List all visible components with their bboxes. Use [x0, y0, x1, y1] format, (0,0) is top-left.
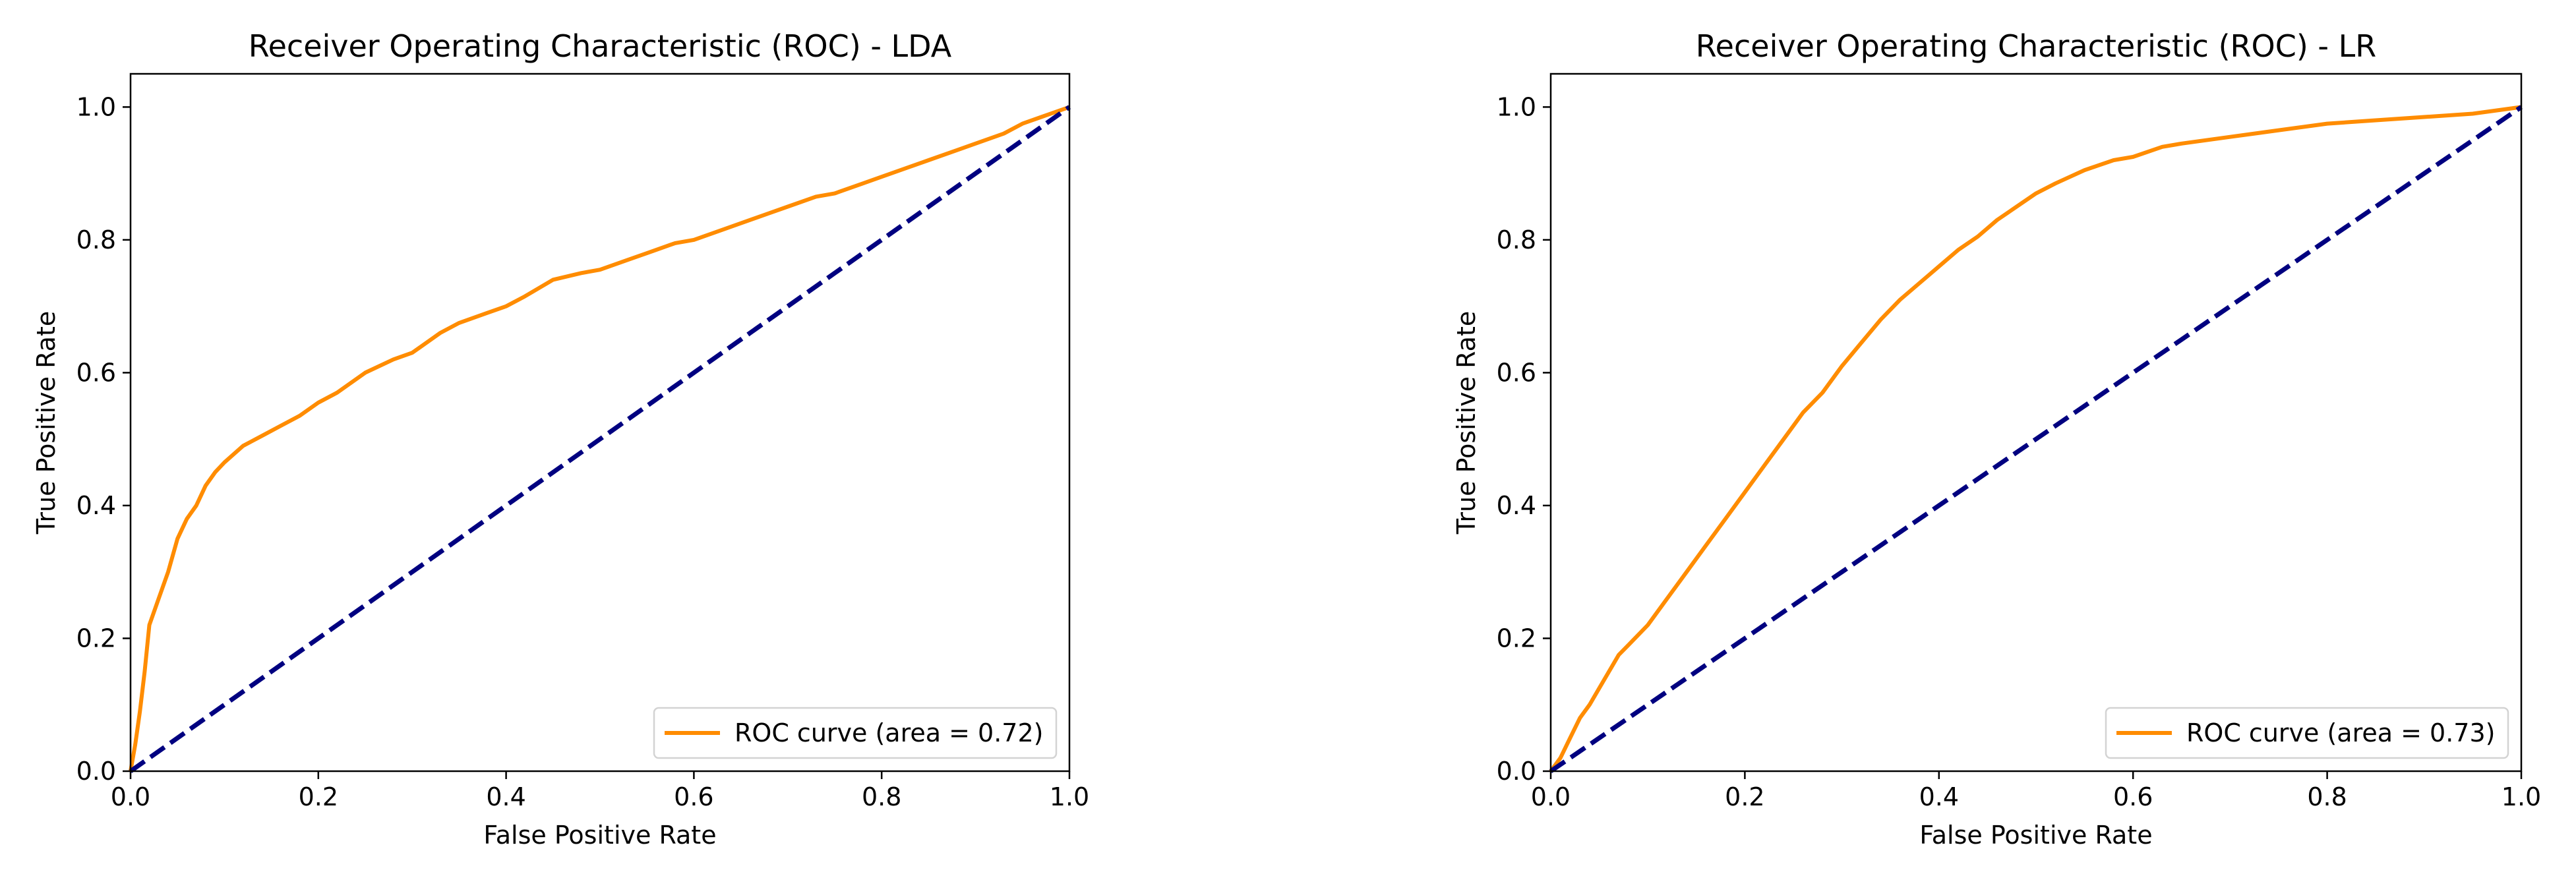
x-axis-label: False Positive Rate: [1919, 821, 2152, 850]
x-tick-label: 0.4: [1919, 782, 1959, 811]
legend: ROC curve (area = 0.73): [2105, 707, 2509, 759]
x-axis-label: False Positive Rate: [483, 821, 716, 850]
x-tick-label: 0.8: [862, 782, 901, 811]
legend-label: ROC curve (area = 0.72): [734, 718, 1043, 747]
y-tick-label: 1.0: [1497, 92, 1536, 121]
x-tick-label: 1.0: [1050, 782, 1089, 811]
y-tick-label: 1.0: [76, 92, 116, 121]
x-tick-label: 0.0: [111, 782, 150, 811]
legend-label: ROC curve (area = 0.73): [2186, 718, 2495, 747]
y-tick-label: 0.4: [1497, 491, 1536, 520]
x-tick-label: 0.2: [1725, 782, 1764, 811]
y-tick-label: 0.0: [76, 757, 116, 786]
legend-box: [653, 707, 1058, 759]
y-tick-label: 0.2: [1497, 624, 1536, 653]
y-tick-label: 0.6: [1497, 358, 1536, 387]
plot-frame: [1549, 73, 2523, 772]
plot-frame: [129, 73, 1071, 772]
y-tick-label: 0.4: [76, 491, 116, 520]
x-tick-label: 0.4: [486, 782, 525, 811]
chance-diagonal-line: [1549, 105, 2523, 773]
chart-title: Receiver Operating Characteristic (ROC) …: [1696, 28, 2376, 64]
chance-diagonal-line: [129, 105, 1071, 773]
charts-root: Receiver Operating Characteristic (ROC) …: [32, 28, 2541, 850]
chart-panel-1: Receiver Operating Characteristic (ROC) …: [32, 28, 1089, 850]
y-tick-label: 0.8: [1497, 225, 1536, 254]
x-tick-label: 1.0: [2501, 782, 2541, 811]
x-tick-label: 0.2: [299, 782, 338, 811]
legend: ROC curve (area = 0.72): [653, 707, 1058, 759]
chart-title: Receiver Operating Characteristic (ROC) …: [249, 28, 952, 64]
y-axis-label: True Positive Rate: [32, 311, 61, 535]
legend-box: [2105, 707, 2509, 759]
x-tick-label: 0.0: [1531, 782, 1571, 811]
x-tick-label: 0.8: [2307, 782, 2347, 811]
y-axis-label: True Positive Rate: [1452, 311, 1481, 535]
x-tick-label: 0.6: [674, 782, 713, 811]
roc-curve-line: [1549, 105, 2522, 772]
y-tick-label: 0.6: [76, 358, 116, 387]
roc-curve-line: [129, 105, 1070, 772]
x-tick-label: 0.6: [2113, 782, 2153, 811]
y-tick-label: 0.0: [1497, 757, 1536, 786]
y-tick-label: 0.8: [76, 225, 116, 254]
y-tick-label: 0.2: [76, 624, 116, 653]
chart-panel-2: Receiver Operating Characteristic (ROC) …: [1452, 28, 2541, 850]
